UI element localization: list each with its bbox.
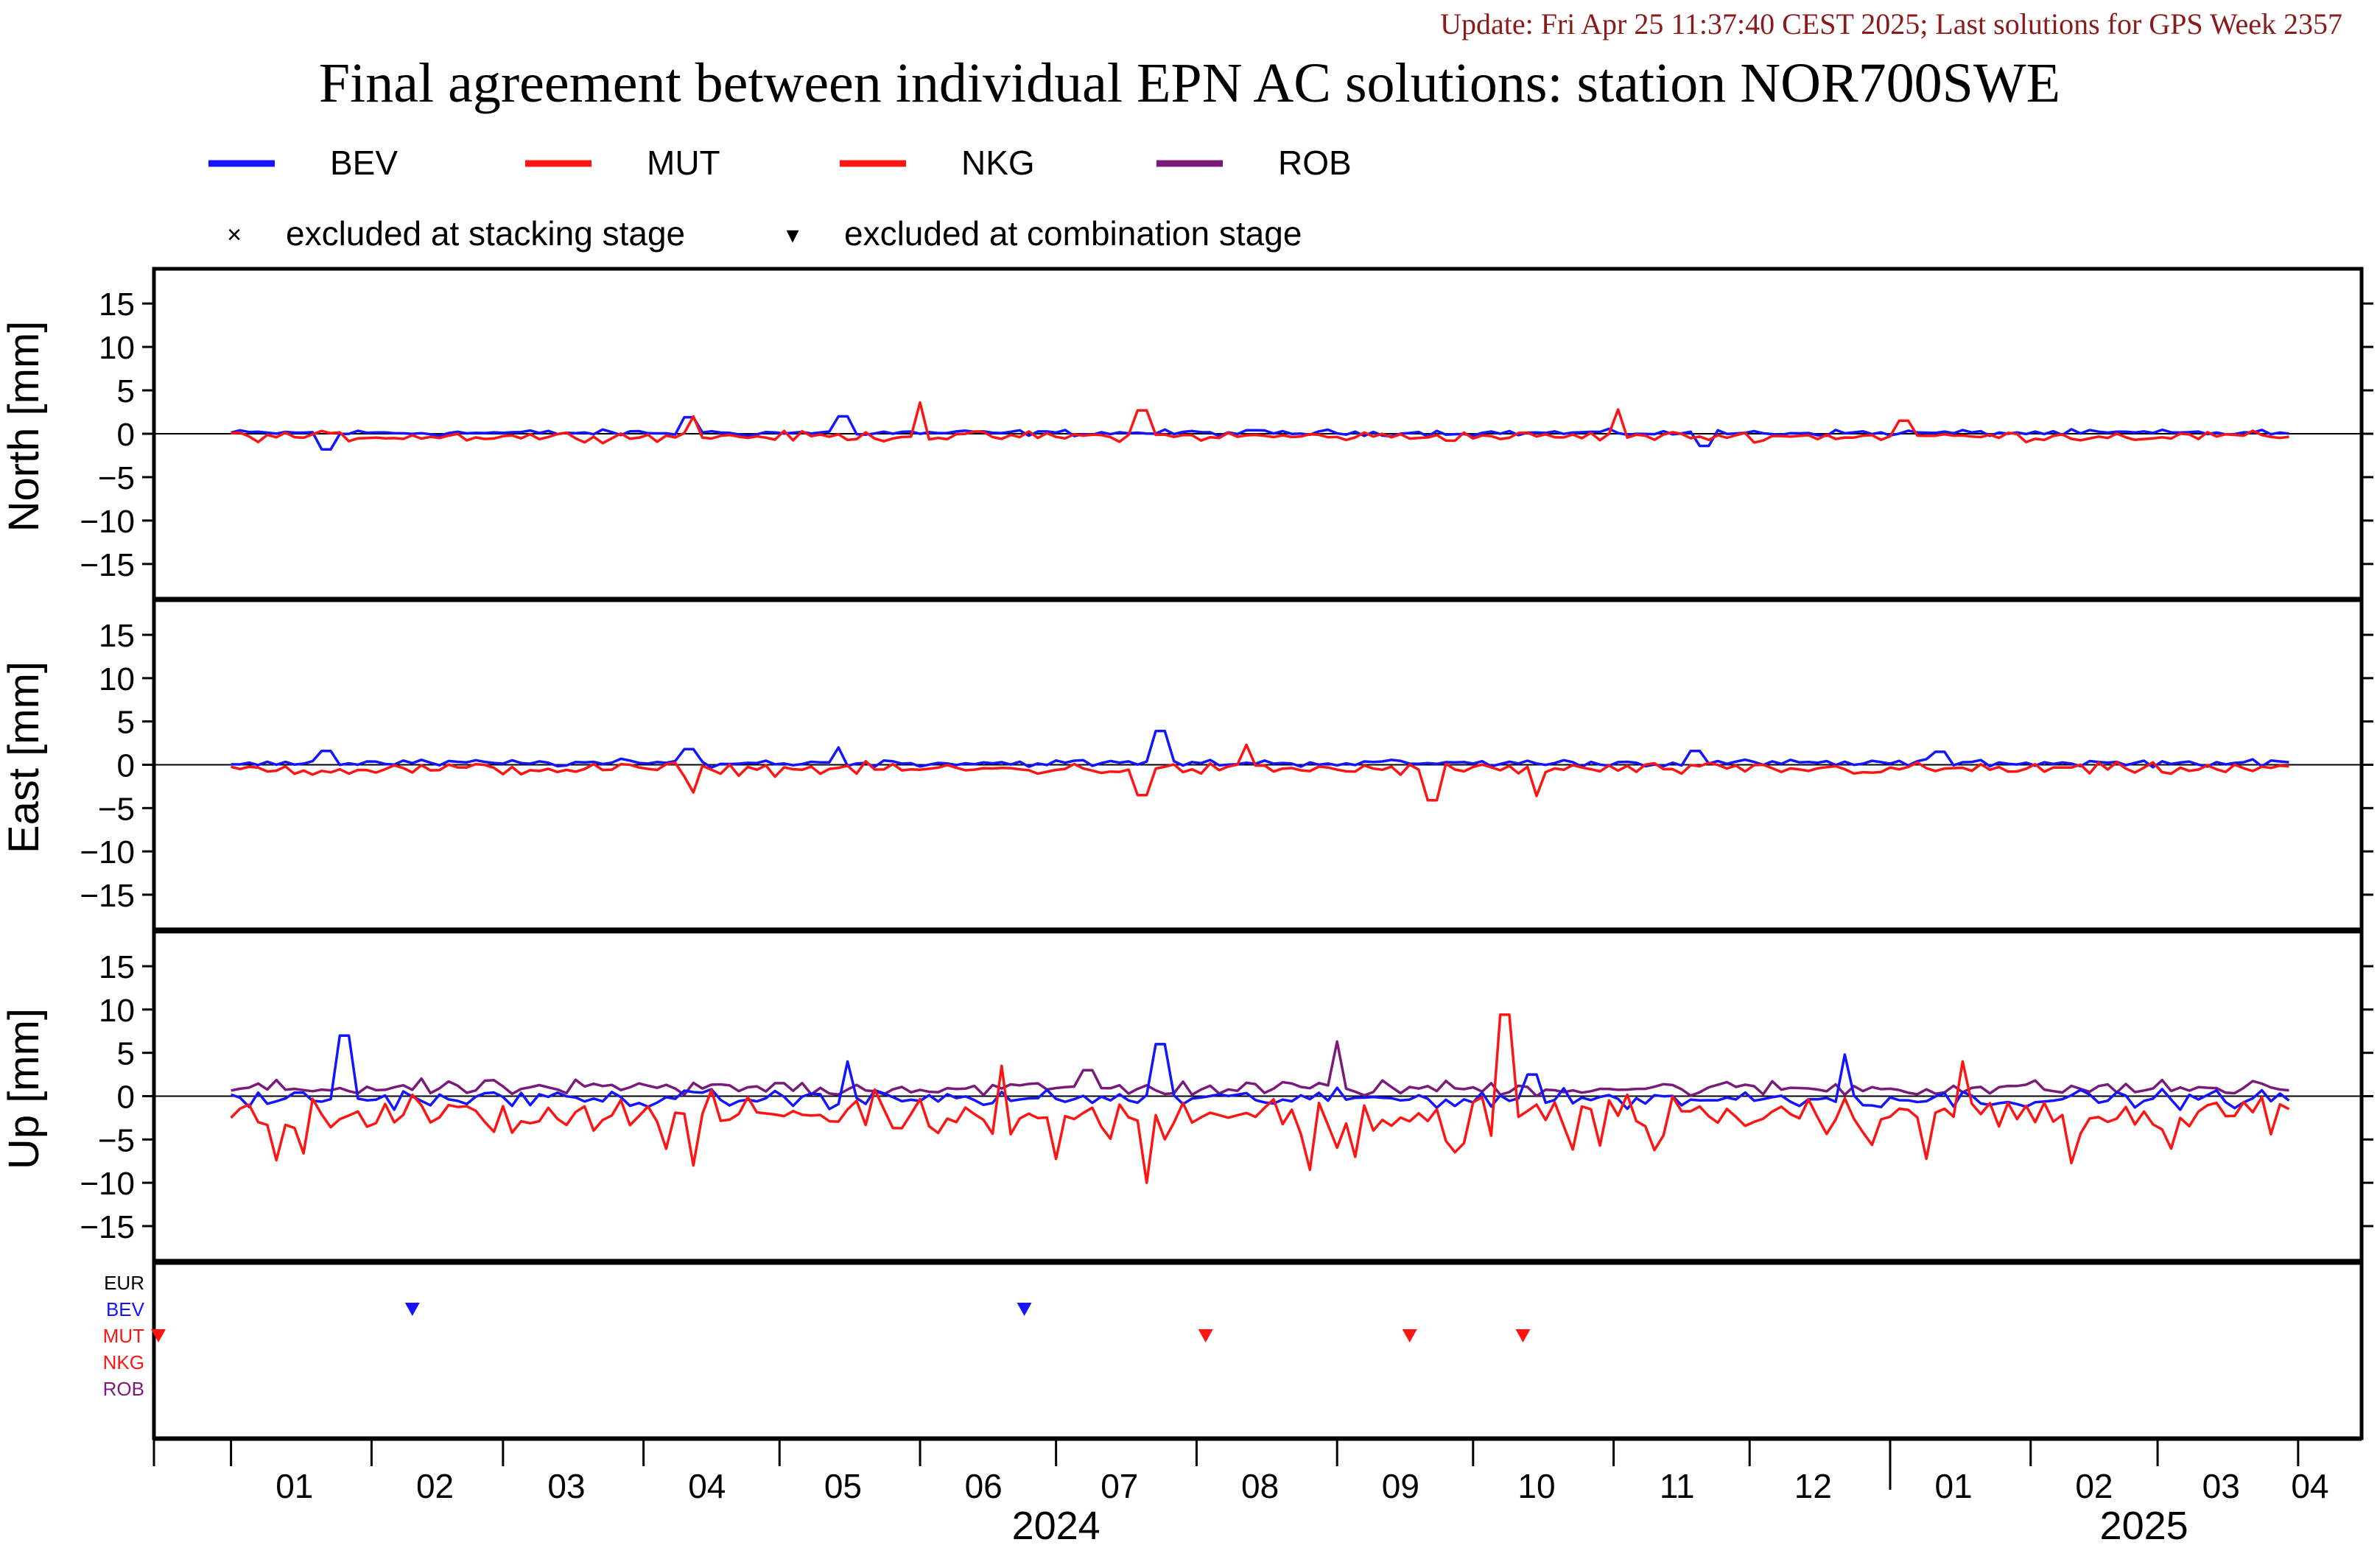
y-tick-label-east: 5 — [117, 705, 135, 741]
frame-exclusions — [152, 1261, 2364, 1440]
y-axis-label-up: Up [mm] — [0, 1008, 48, 1169]
y-tick-label-north: −10 — [80, 504, 135, 540]
legend-marker-symbol-2: ▾ — [786, 221, 798, 249]
legend-marker-label-1: excluded at stacking stage — [286, 214, 685, 253]
series-line-bev-east — [231, 729, 2289, 770]
panel-north: 15 10 5 0 −5 −10 −15 North [mm] — [0, 267, 2373, 601]
y-tick-label-east: 0 — [117, 748, 135, 784]
x-tick-label: 09 — [1382, 1467, 1419, 1505]
legend-label-nkg: NKG — [961, 144, 1035, 182]
x-tick-label: 05 — [824, 1467, 862, 1505]
y-tick-label-east: 10 — [99, 661, 135, 697]
exclusion-row-label-bev: BEV — [106, 1298, 145, 1320]
x-axis: 01 02 03 04 05 06 07 08 09 10 11 12 01 02 03 04 2024 2025 — [152, 1438, 2362, 1545]
x-tick-label: 04 — [688, 1467, 726, 1505]
x-tick-label: 01 — [275, 1467, 313, 1505]
x-tick-label: 03 — [2202, 1467, 2240, 1505]
y-tick-label-east: 15 — [99, 618, 135, 654]
x-tick-label: 12 — [1794, 1467, 1832, 1505]
exclusion-marker-mut — [1198, 1329, 1213, 1342]
y-tick-label-north: 10 — [99, 330, 135, 366]
x-tick-label: 03 — [547, 1467, 585, 1505]
exclusion-marker-bev — [1017, 1303, 1032, 1316]
exclusion-row-label-mut: MUT — [103, 1325, 144, 1347]
y-tick-label-north: 15 — [99, 286, 135, 323]
legend-label-mut: MUT — [647, 144, 720, 182]
x-tick-label: 02 — [416, 1467, 454, 1505]
legend-label-rob: ROB — [1278, 144, 1352, 182]
y-tick-label-up: 15 — [99, 949, 135, 985]
x-tick-label: 04 — [2291, 1467, 2328, 1505]
x-year-label-2024: 2024 — [1012, 1504, 1101, 1545]
x-tick-label: 10 — [1517, 1467, 1555, 1505]
exclusion-row-label-rob: ROB — [103, 1378, 144, 1400]
exclusion-marker-mut — [151, 1329, 166, 1342]
x-year-label-2025: 2025 — [2100, 1504, 2188, 1545]
series-line-bev-north — [231, 415, 2289, 451]
series-line-bev-up — [231, 1034, 2290, 1111]
series-line-mut-up — [230, 1013, 2290, 1184]
panel-east: 15 10 5 0 −5 −10 −15 East [mm] — [0, 598, 2373, 932]
exclusion-marker-bev — [404, 1303, 420, 1316]
exclusion-row-label-eur: EUR — [104, 1272, 144, 1294]
series-line-mut-east — [231, 743, 2289, 802]
y-tick-label-north: −5 — [98, 460, 135, 496]
series-line-mut-north — [231, 401, 2289, 445]
y-tick-label-up: 0 — [117, 1080, 135, 1116]
y-axis-label-north: North [mm] — [0, 321, 48, 532]
y-tick-label-up: −10 — [80, 1166, 135, 1202]
x-tick-label: 11 — [1660, 1467, 1695, 1505]
legend: BEV MUT NKG ROB × excluded at stacking stage ▾… — [208, 144, 1352, 253]
exclusion-marker-mut — [1402, 1329, 1417, 1342]
x-tick-label: 02 — [2075, 1467, 2113, 1505]
x-tick-label: 07 — [1101, 1467, 1138, 1505]
exclusion-marker-mut — [1515, 1329, 1531, 1342]
y-tick-label-east: −15 — [80, 878, 135, 914]
exclusion-panel: EUR BEV MUT NKG ROB — [103, 1261, 2364, 1440]
update-text: Update: Fri Apr 25 11:37:40 CEST 2025; L… — [1440, 7, 2342, 41]
y-tick-label-up: 10 — [99, 993, 135, 1029]
chart-title: Final agreement between individual EPN A… — [319, 52, 2060, 114]
y-tick-label-east: −10 — [80, 834, 135, 870]
legend-label-bev: BEV — [330, 144, 398, 182]
panels: 15 10 5 0 −5 −10 −15 North [mm] 15 10 5 0 −5 −10 −15 Ea… — [0, 267, 2373, 1263]
y-tick-label-up: −5 — [98, 1122, 135, 1158]
legend-marker-label-2: excluded at combination stage — [844, 214, 1302, 253]
y-tick-label-up: −15 — [80, 1209, 135, 1245]
y-axis-label-east: East [mm] — [0, 661, 48, 854]
y-tick-label-north: −15 — [80, 547, 135, 583]
legend-marker-symbol-1: × — [227, 221, 242, 249]
y-tick-label-north: 5 — [117, 373, 135, 409]
exclusion-row-label-nkg: NKG — [103, 1351, 144, 1373]
x-tick-label: 08 — [1241, 1467, 1279, 1505]
x-tick-label: 01 — [1935, 1467, 1973, 1505]
y-tick-label-north: 0 — [117, 417, 135, 453]
y-tick-label-up: 5 — [117, 1036, 135, 1072]
series-line-rob-up — [231, 1040, 2289, 1098]
panel-up: 15 10 5 0 −5 −10 −15 Up [mm] — [0, 929, 2373, 1263]
x-tick-label: 06 — [965, 1467, 1003, 1505]
y-tick-label-east: −5 — [98, 791, 135, 827]
